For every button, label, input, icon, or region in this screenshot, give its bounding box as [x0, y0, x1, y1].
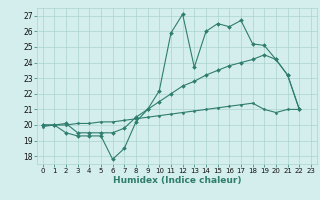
X-axis label: Humidex (Indice chaleur): Humidex (Indice chaleur): [113, 176, 241, 185]
